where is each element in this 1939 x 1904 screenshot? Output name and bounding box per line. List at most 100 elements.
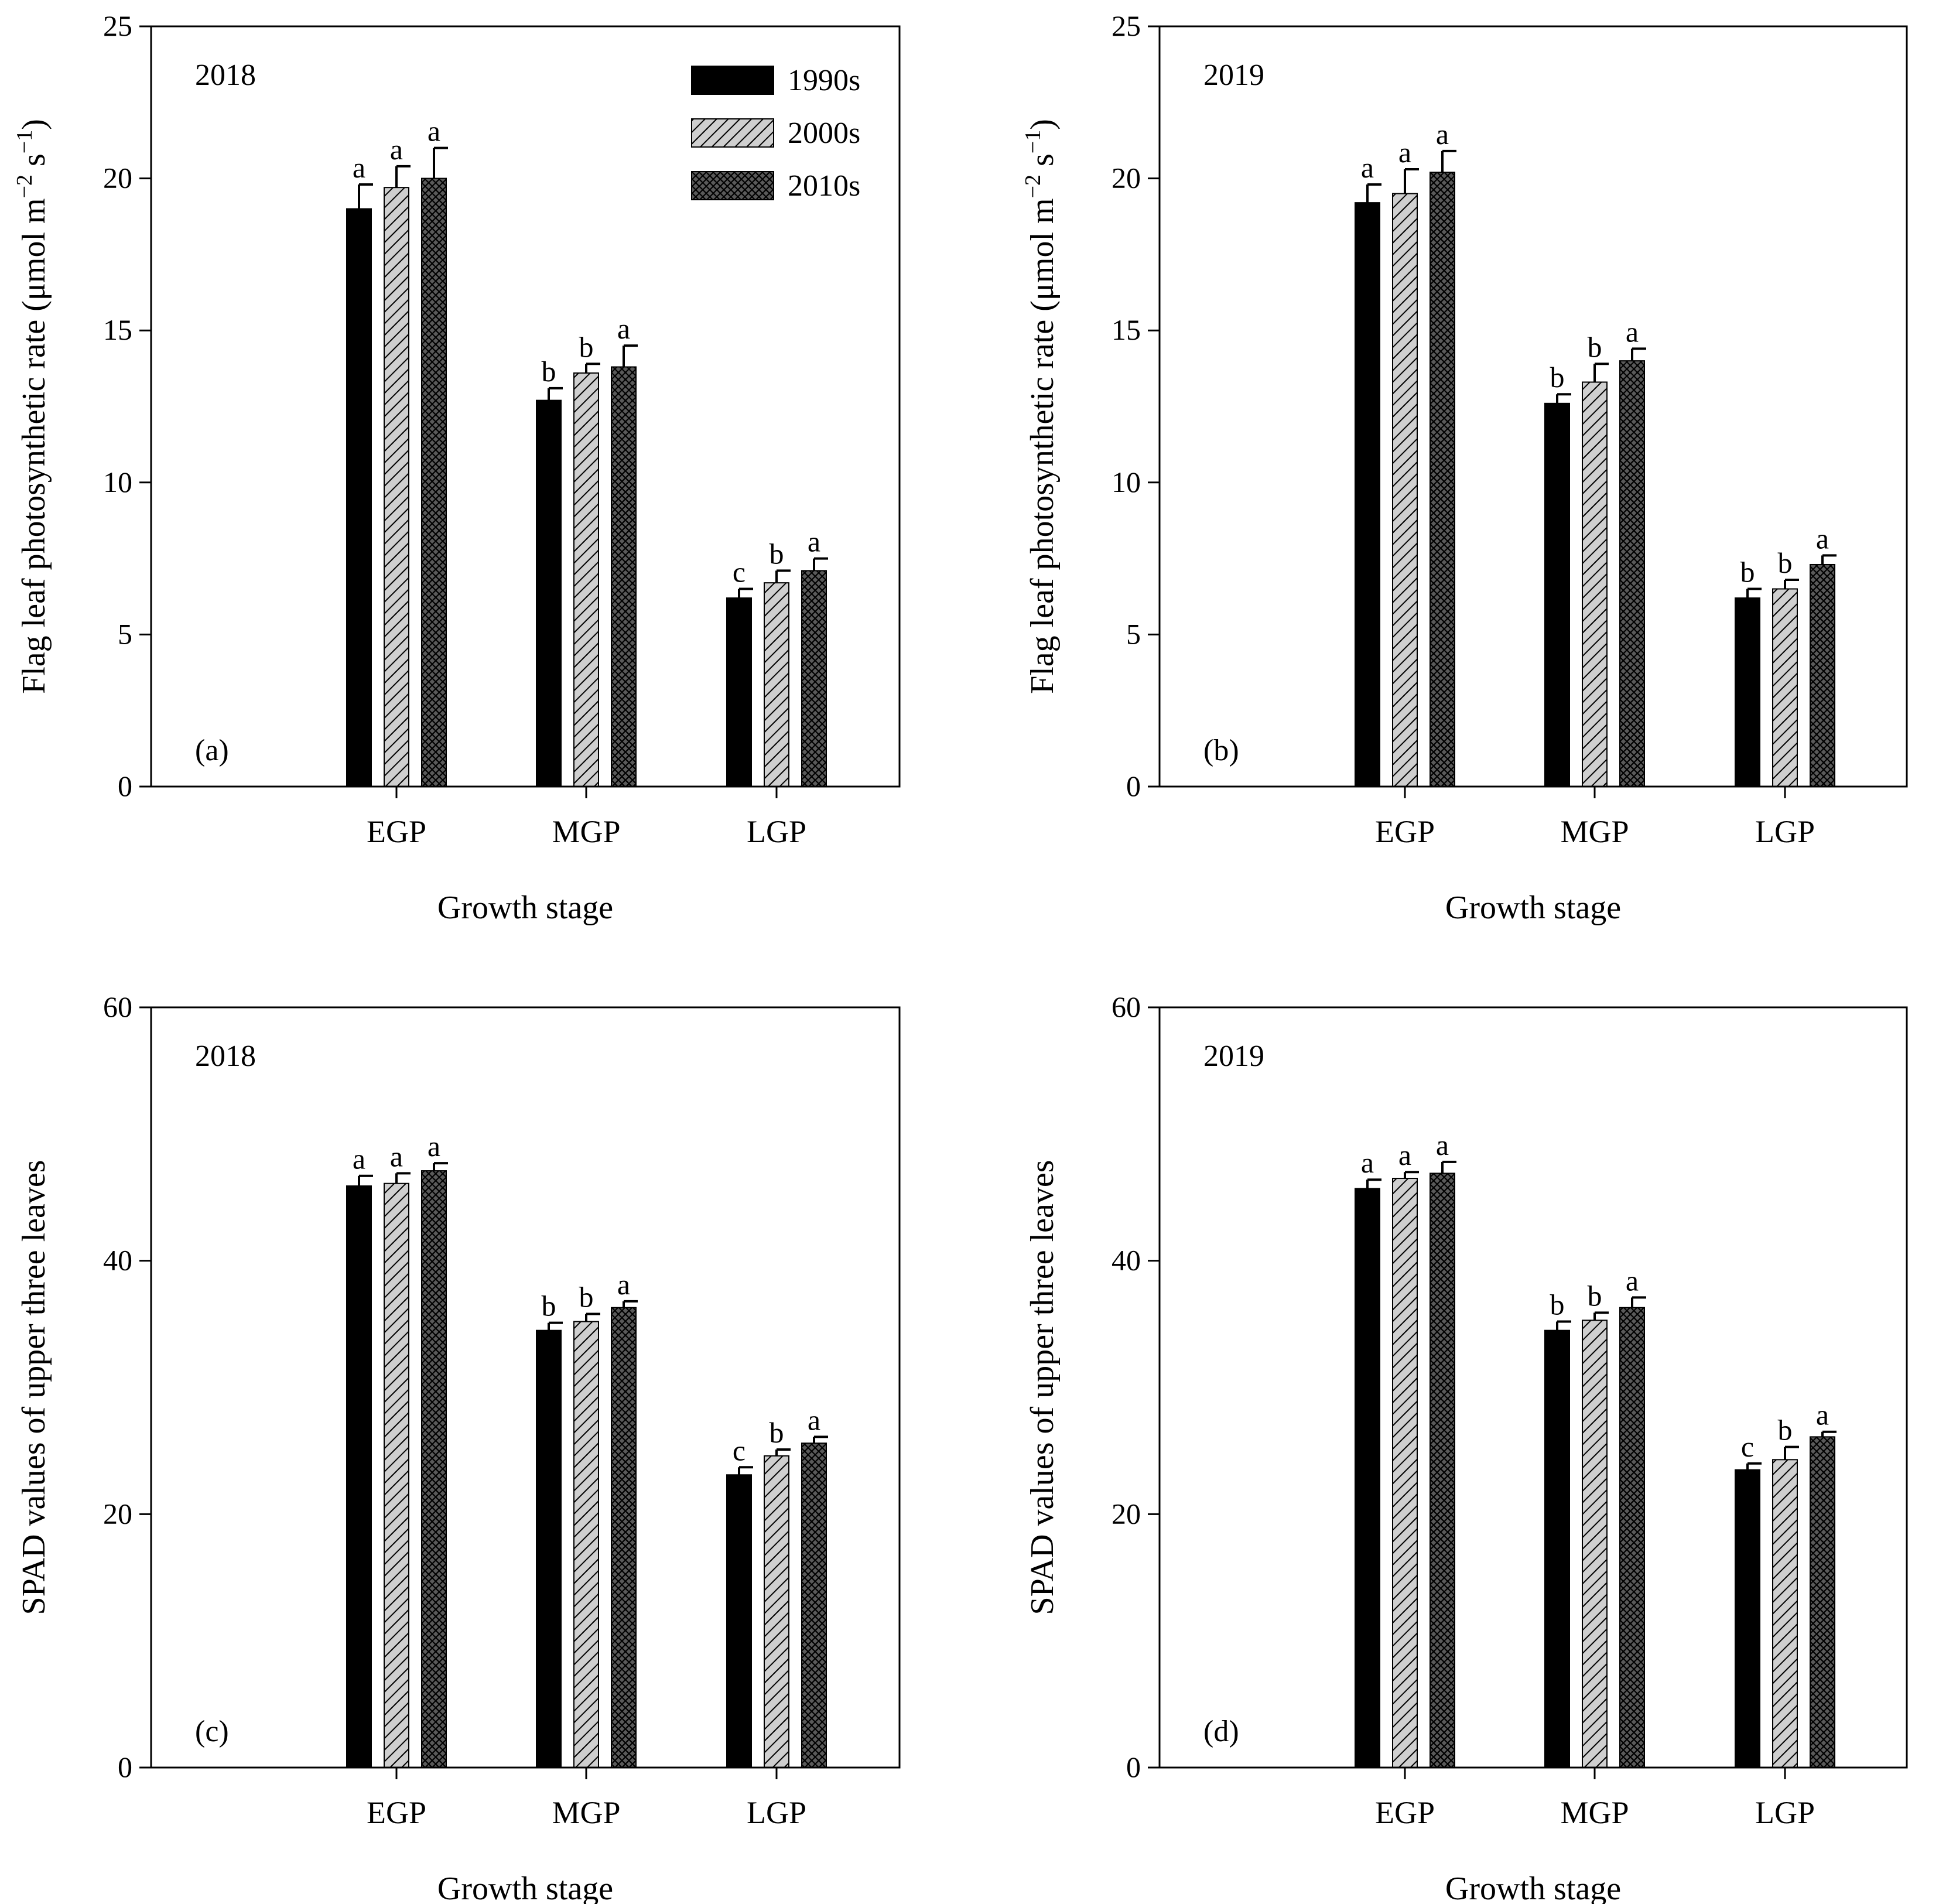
bar bbox=[764, 582, 789, 787]
y-axis-label-main: Flag leaf photosynthetic rate (μmol m bbox=[1024, 198, 1061, 693]
y-tick-label: 60 bbox=[1112, 990, 1141, 1023]
significance-letter: b bbox=[1740, 556, 1755, 589]
significance-letter: a bbox=[1626, 315, 1639, 348]
significance-letter: a bbox=[390, 133, 403, 166]
significance-letter: a bbox=[353, 151, 365, 184]
x-axis-label: Growth stage bbox=[437, 890, 613, 926]
legend-label: 2010s bbox=[788, 169, 860, 203]
bar bbox=[801, 570, 827, 787]
significance-letter: a bbox=[1398, 136, 1411, 169]
bar bbox=[1619, 1307, 1645, 1768]
significance-letter: a bbox=[1361, 151, 1374, 184]
bar bbox=[1772, 588, 1798, 788]
x-category-label: LGP bbox=[1755, 814, 1815, 849]
y-axis-label-exponent: −1 bbox=[12, 130, 37, 153]
significance-letter: b bbox=[1550, 361, 1565, 394]
legend-label: 2000s bbox=[788, 117, 860, 150]
bar bbox=[1772, 1459, 1798, 1769]
significance-letter: a bbox=[808, 525, 820, 558]
significance-letter: b bbox=[579, 330, 594, 363]
bar bbox=[573, 1321, 599, 1768]
bar bbox=[1582, 381, 1608, 787]
plot-frame bbox=[1158, 25, 1908, 788]
y-tick-label: 40 bbox=[1112, 1244, 1141, 1277]
y-tick-label: 10 bbox=[103, 466, 132, 498]
y-tick-label: 0 bbox=[1126, 1751, 1141, 1783]
y-axis-label-main: SPAD values of upper three leaves bbox=[16, 1160, 52, 1615]
bar bbox=[1392, 193, 1418, 787]
x-category-label: EGP bbox=[367, 1795, 426, 1830]
significance-letter: a bbox=[428, 1130, 440, 1163]
bar bbox=[421, 177, 447, 788]
bar bbox=[384, 1182, 409, 1769]
bar bbox=[536, 399, 562, 787]
significance-letter: a bbox=[808, 1403, 820, 1436]
significance-letter: a bbox=[617, 312, 630, 345]
y-axis-label-exponent: −2 bbox=[1021, 175, 1045, 198]
significance-letter: c bbox=[733, 1434, 745, 1467]
bar bbox=[1430, 1173, 1455, 1768]
panel-label: (c) bbox=[195, 1715, 229, 1748]
bar bbox=[1582, 1320, 1608, 1768]
significance-letter: a bbox=[1436, 118, 1449, 151]
x-category-label: EGP bbox=[1375, 1795, 1435, 1830]
legend-swatch bbox=[691, 171, 774, 200]
significance-letter: b bbox=[770, 537, 784, 570]
significance-letter: b bbox=[542, 355, 556, 388]
bar bbox=[1430, 172, 1455, 788]
significance-letter: a bbox=[390, 1140, 403, 1173]
significance-letter: a bbox=[1361, 1146, 1374, 1179]
y-tick-label: 20 bbox=[103, 1497, 132, 1530]
y-tick-label: 0 bbox=[118, 770, 132, 802]
significance-letter: b bbox=[770, 1416, 784, 1449]
significance-letter: b bbox=[542, 1290, 556, 1322]
bar bbox=[573, 372, 599, 787]
bar bbox=[1810, 1436, 1835, 1769]
x-category-label: MGP bbox=[1560, 814, 1629, 849]
x-category-label: LGP bbox=[747, 814, 806, 849]
significance-letter: a bbox=[353, 1143, 365, 1175]
y-tick-label: 60 bbox=[103, 990, 132, 1023]
significance-letter: b bbox=[1588, 330, 1602, 363]
bar bbox=[536, 1329, 562, 1768]
significance-letter: b bbox=[1778, 1414, 1793, 1447]
bar bbox=[1544, 402, 1570, 787]
y-tick-label: 5 bbox=[118, 617, 132, 650]
y-tick-label: 10 bbox=[1112, 466, 1141, 498]
y-tick-label: 0 bbox=[118, 1751, 132, 1783]
panel-label: (b) bbox=[1203, 734, 1239, 767]
y-axis-label: Flag leaf photosynthetic rate (μmol m−2 … bbox=[1021, 119, 1061, 694]
y-axis-label: SPAD values of upper three leaves bbox=[1024, 1160, 1061, 1615]
legend: 1990s 2000s 2010s bbox=[691, 64, 860, 203]
panel-label: (d) bbox=[1203, 1715, 1239, 1748]
y-tick-label: 15 bbox=[103, 313, 132, 346]
y-tick-label: 20 bbox=[1112, 1497, 1141, 1530]
significance-letter: b bbox=[1588, 1279, 1602, 1312]
y-tick-label: 15 bbox=[1112, 313, 1141, 346]
y-tick-label: 20 bbox=[1112, 162, 1141, 194]
significance-letter: a bbox=[1626, 1264, 1639, 1297]
significance-letter: b bbox=[1550, 1288, 1565, 1321]
significance-letter: c bbox=[733, 556, 745, 589]
y-axis-label-close: ) bbox=[16, 119, 52, 130]
bar bbox=[1355, 1188, 1380, 1768]
legend-swatch bbox=[691, 118, 774, 148]
y-tick-label: 25 bbox=[1112, 9, 1141, 42]
bar bbox=[346, 1185, 372, 1768]
x-axis-label: Growth stage bbox=[437, 1871, 613, 1904]
year-label: 2019 bbox=[1203, 1040, 1264, 1073]
bar bbox=[1735, 1469, 1760, 1769]
x-category-label: EGP bbox=[1375, 814, 1435, 849]
significance-letter: a bbox=[1398, 1139, 1411, 1171]
y-tick-label: 0 bbox=[1126, 770, 1141, 802]
panel-label: (a) bbox=[195, 734, 229, 767]
bar bbox=[421, 1170, 447, 1768]
year-label: 2019 bbox=[1203, 59, 1264, 92]
y-tick-label: 40 bbox=[103, 1244, 132, 1277]
bar bbox=[384, 187, 409, 787]
legend-label: 1990s bbox=[788, 64, 860, 97]
